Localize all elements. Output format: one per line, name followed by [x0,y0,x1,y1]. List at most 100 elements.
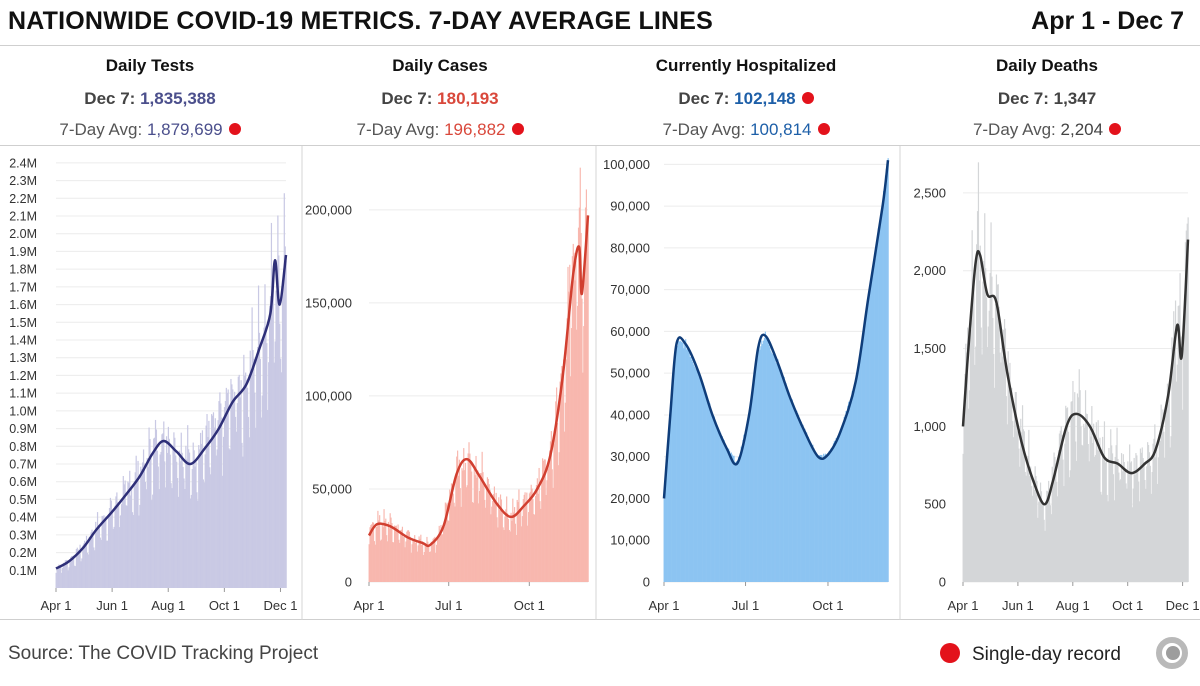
daily-bar [222,475,224,588]
daily-bar [1120,479,1122,582]
daily-bar [1032,485,1034,582]
daily-bar [985,268,987,582]
daily-bar [883,190,885,582]
daily-bar [806,438,809,582]
daily-bar [1055,463,1057,582]
y-tick-label: 20,000 [610,491,650,506]
daily-bar [155,429,158,588]
daily-bar [999,352,1001,582]
daily-bar [71,556,73,588]
y-tick-label: 0 [345,575,352,590]
daily-bar [503,529,505,582]
daily-bar [138,515,140,588]
chart-0: 0.1M 0.2M 0.3M 0.4M 0.5M 0.6M 0.7M 0.8M 0.9M 1.0M… [9,156,297,613]
daily-bar [254,392,256,588]
daily-bar [771,353,774,582]
daily-bar [458,459,460,582]
daily-bar [279,323,281,588]
daily-bar [59,565,61,588]
daily-bar [697,372,699,582]
daily-bar [710,410,712,582]
daily-bar [747,421,749,582]
daily-bar [875,258,877,582]
daily-bar [806,432,808,582]
daily-bar [403,536,405,582]
daily-bar [114,505,116,588]
daily-bar [440,525,442,582]
daily-bar [1155,457,1157,582]
daily-bar [668,424,671,582]
daily-bar [1039,495,1041,582]
daily-bar [108,508,111,588]
daily-bar [111,511,113,588]
daily-bar [859,350,861,582]
daily-bar [215,455,217,588]
daily-bar [60,564,62,588]
daily-bar [257,285,260,588]
daily-bar [73,555,75,588]
daily-bar [506,496,508,582]
daily-bar [809,442,811,582]
daily-bar [485,488,488,582]
daily-bar [1031,495,1034,582]
daily-bar [840,428,843,582]
daily-bar [813,447,815,582]
daily-bar [790,400,792,582]
daily-bar [831,447,833,582]
daily-bar [191,469,193,588]
daily-bar [1082,445,1084,582]
daily-bar [432,538,434,582]
daily-bar [478,490,481,582]
daily-bar [502,527,504,582]
daily-bar [481,451,483,582]
daily-bar [159,454,161,588]
daily-bar [282,281,284,588]
daily-bar [1002,356,1004,582]
daily-bar [573,252,575,582]
daily-bar [795,411,797,582]
daily-bar [1146,466,1148,582]
daily-bar [374,544,376,582]
daily-bar [424,543,426,582]
daily-bar [719,430,721,582]
daily-bar [971,230,973,582]
daily-bar [78,550,80,588]
daily-bar [812,444,814,582]
daily-bar [1057,496,1059,582]
daily-bar [529,491,531,582]
daily-bar [577,227,580,582]
daily-bar [539,501,541,582]
daily-bar [1182,409,1184,582]
daily-bar [975,346,977,582]
daily-bar [1044,530,1046,582]
daily-bar [1132,488,1134,582]
daily-bar [445,504,447,582]
daily-bar [1070,401,1072,582]
daily-bar [83,543,85,588]
daily-bar [979,245,981,583]
daily-bar [994,387,996,582]
daily-bar [442,534,444,582]
daily-bar [506,513,509,582]
daily-bar [819,454,821,582]
daily-bar [520,508,522,582]
daily-bar [104,521,106,588]
daily-bar [821,454,823,582]
daily-bar [1139,448,1142,582]
x-tick-label: Dec 1 [263,598,297,613]
daily-bar [861,339,863,582]
daily-bar [869,289,871,582]
daily-bar [493,486,495,582]
daily-bar [126,505,128,588]
daily-bar [1165,415,1167,582]
daily-bar [283,193,285,588]
daily-bar [1048,480,1050,582]
daily-bar [437,536,439,582]
daily-bar [1022,429,1025,582]
daily-bar [1173,311,1175,582]
daily-bar [838,436,840,582]
daily-bar [873,262,875,582]
daily-bar [119,527,121,588]
daily-bar [388,528,390,582]
x-tick-label: Oct 1 [514,598,545,613]
